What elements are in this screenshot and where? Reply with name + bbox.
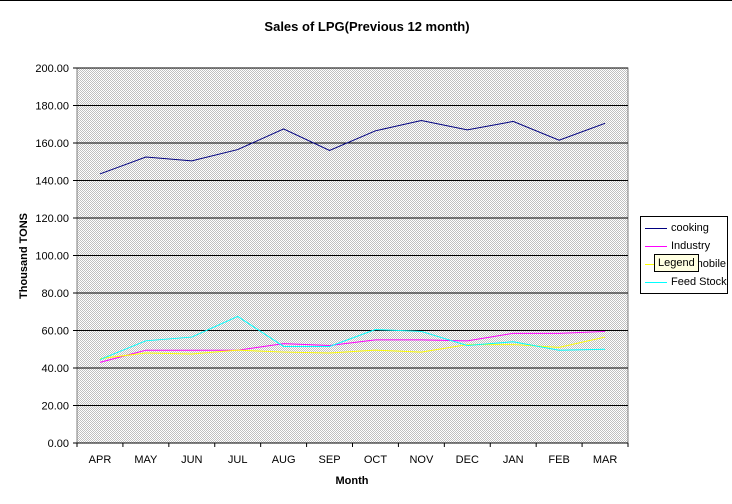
x-tick-label: OCT (364, 454, 388, 466)
legend-label: cooking (671, 222, 709, 234)
y-axis-ticks: 0.00 20.00 40.00 60.00 80.00 100.00 120.00 140.… (35, 63, 77, 450)
y-axis-title: Thousand TONS (18, 213, 30, 299)
y-tick-label: 200.00 (35, 63, 69, 75)
y-tick-label: 160.00 (35, 138, 69, 150)
x-tick-label: APR (89, 454, 112, 466)
series-line-automobile (99, 336, 606, 360)
legend-swatch (645, 282, 667, 283)
x-tick-label: FEB (548, 454, 569, 466)
x-axis-title: Month (336, 475, 369, 487)
x-tick-label: MAY (134, 454, 158, 466)
x-tick-label: JUL (228, 454, 248, 466)
legend-swatch (645, 246, 667, 247)
y-tick-label: 100.00 (35, 251, 69, 263)
y-tick-label: 20.00 (41, 401, 69, 413)
legend-tooltip: Legend (654, 254, 699, 272)
y-tick-label: 180.00 (35, 101, 69, 113)
x-axis-ticks: APR MAY JUN JUL AUG SEP OCT NOV DEC JAN FEB MAR (76, 443, 629, 466)
y-tick-label: 60.00 (41, 326, 69, 338)
x-tick-label: MAR (593, 454, 618, 466)
series-line-industry (99, 330, 606, 363)
series-lines (99, 119, 606, 363)
y-tick-label: 40.00 (41, 363, 69, 375)
top-border-line (0, 0, 732, 1)
series-line-cooking (99, 119, 606, 175)
y-tick-label: 80.00 (41, 288, 69, 300)
x-tick-label: JAN (503, 454, 524, 466)
legend-label: Feed Stock (671, 276, 727, 288)
chart-title: Sales of LPG(Previous 12 month) (264, 19, 469, 34)
legend-label: Industry (671, 240, 711, 252)
legend-swatch (645, 228, 667, 229)
y-tick-label: 120.00 (35, 213, 69, 225)
x-tick-label: AUG (272, 454, 296, 466)
x-tick-label: SEP (319, 454, 341, 466)
y-tick-label: 140.00 (35, 176, 69, 188)
series-line-feed-stock (99, 315, 606, 361)
x-tick-label: NOV (409, 454, 434, 466)
x-tick-label: JUN (181, 454, 202, 466)
x-tick-label: DEC (456, 454, 479, 466)
y-tick-label: 0.00 (48, 438, 69, 450)
